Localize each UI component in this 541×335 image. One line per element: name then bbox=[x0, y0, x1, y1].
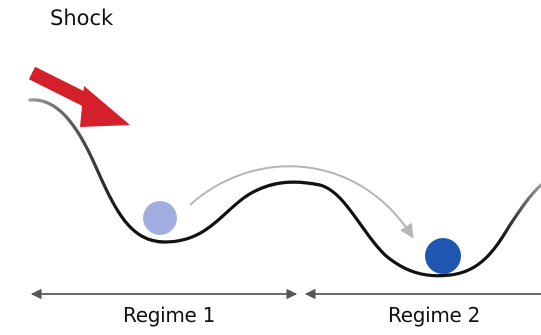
ball-regime-2 bbox=[425, 238, 461, 274]
shock-arrow-icon bbox=[28, 66, 130, 127]
shock-title: Shock bbox=[50, 6, 114, 30]
regime-2-label: Regime 2 bbox=[388, 303, 481, 327]
landscape-curve bbox=[28, 98, 541, 278]
ball-regime-1 bbox=[143, 201, 177, 235]
transition-arrow-icon bbox=[189, 165, 414, 239]
regime-1-label: Regime 1 bbox=[123, 303, 216, 327]
